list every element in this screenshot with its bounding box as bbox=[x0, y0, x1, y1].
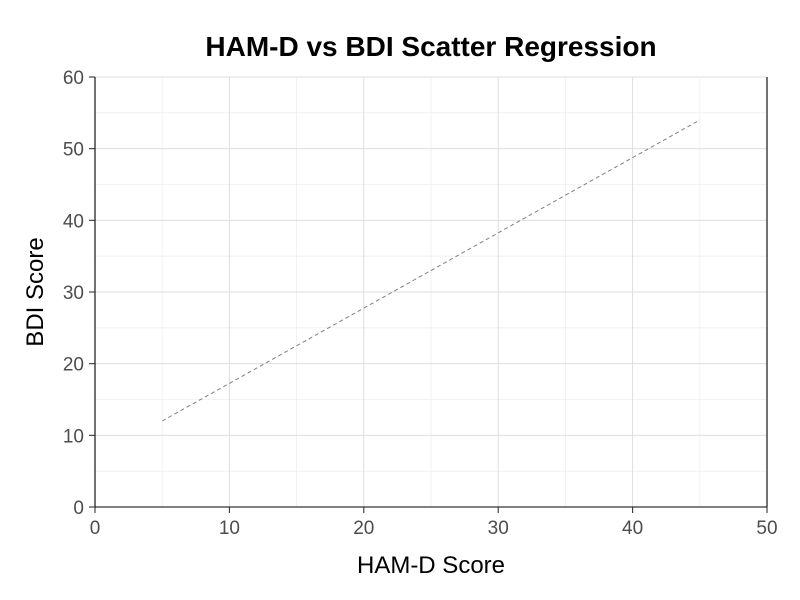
grid bbox=[94, 76, 768, 508]
y-tick-label: 50 bbox=[63, 140, 84, 161]
x-tick-label: 40 bbox=[622, 518, 643, 539]
x-axis-title: HAM-D Score bbox=[357, 552, 505, 579]
y-tick-label: 30 bbox=[63, 283, 84, 304]
y-tick-label: 0 bbox=[73, 498, 84, 519]
plot-area bbox=[161, 119, 701, 422]
x-tick-label: 30 bbox=[488, 518, 509, 539]
x-tick-label: 10 bbox=[219, 518, 240, 539]
y-axis-title: BDI Score bbox=[22, 237, 49, 346]
chart-title: HAM-D vs BDI Scatter Regression bbox=[205, 31, 656, 62]
regression-line bbox=[161, 119, 701, 422]
y-tick-label: 20 bbox=[63, 355, 84, 376]
x-tick-label: 0 bbox=[90, 518, 101, 539]
x-tick-label: 50 bbox=[756, 518, 777, 539]
x-tick-label: 20 bbox=[353, 518, 374, 539]
axes: 0 10 20 30 40 50 0 10 20 30 40 50 60 bbox=[63, 68, 778, 539]
y-tick-label: 10 bbox=[63, 426, 84, 447]
y-tick-label: 60 bbox=[63, 68, 84, 89]
y-tick-label: 40 bbox=[63, 211, 84, 232]
